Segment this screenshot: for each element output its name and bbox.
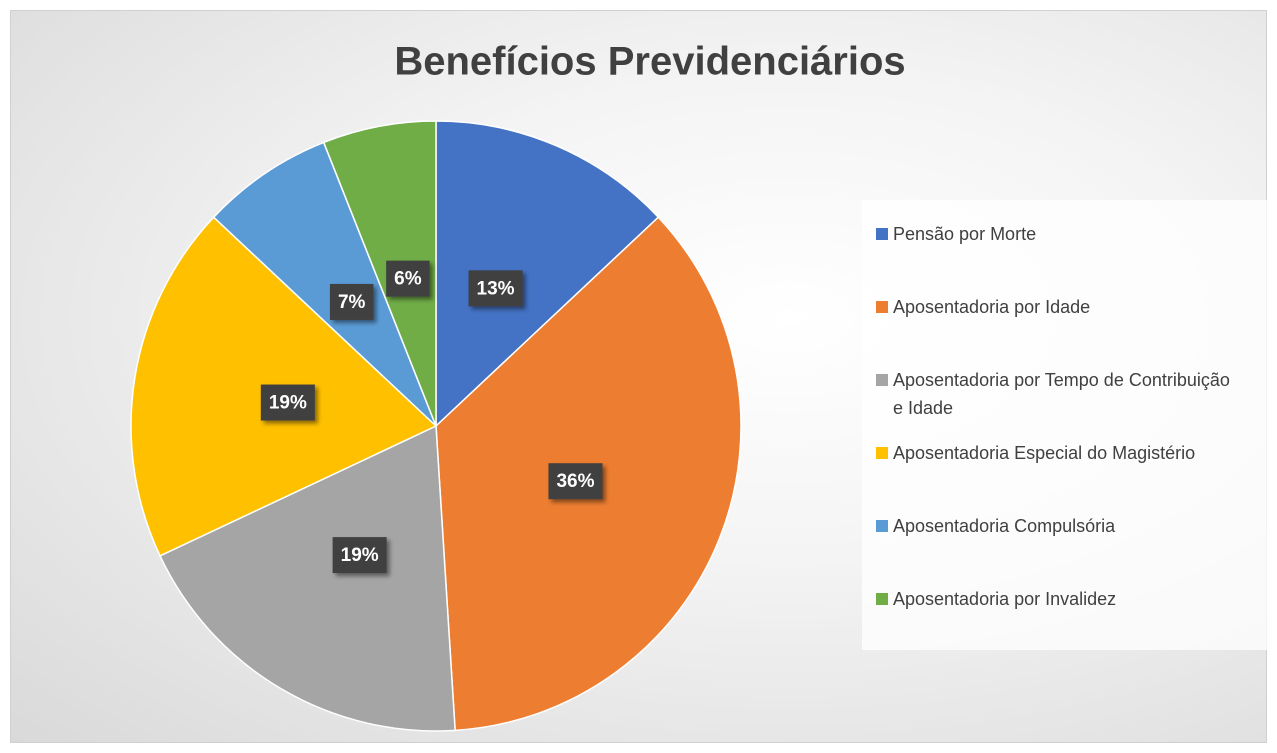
legend-item: Pensão por Morte [876,220,1275,293]
data-label: 36% [548,463,603,500]
data-label-text: 7% [338,292,366,313]
data-label-box [468,270,523,307]
legend-label: Aposentadoria Especial do Magistério [893,443,1196,463]
data-label: 13% [468,270,523,307]
legend-swatch [876,374,888,386]
data-label-box [329,283,374,320]
data-label-box [548,463,603,500]
pie-slice [435,120,660,428]
legend-swatch [876,520,888,532]
data-label-box [332,537,387,574]
data-label: 6% [386,260,430,297]
legend-swatch [876,447,888,459]
data-label: 19% [332,537,387,574]
data-label: 7% [329,283,374,320]
data-label-text: 19% [269,393,307,414]
chart-title: Benefícios Previdenciários [394,40,905,84]
pie-slice [322,120,437,427]
data-label-text: 6% [394,269,422,290]
legend-item: Aposentadoria Compulsória [876,512,1275,585]
data-label-text: 13% [477,278,515,299]
legend-label: Aposentadoria por Tempo de Contribuição … [893,370,1230,418]
legend-item: Aposentadoria Especial do Magistério [876,439,1275,512]
data-label-text: 19% [341,545,379,566]
legend-swatch [876,593,888,605]
legend: Pensão por Morte Aposentadoria por Idade A… [862,200,1275,650]
legend-label: Pensão por Morte [893,224,1037,244]
legend-label: Aposentadoria por Idade [893,297,1091,317]
legend-label: Aposentadoria Compulsória [893,516,1116,536]
legend-item: Aposentadoria por Tempo de Contribuição … [876,366,1275,439]
data-label-box [260,384,315,421]
data-label: 19% [260,384,315,421]
legend-label: Aposentadoria por Invalidez [893,589,1117,609]
legend-item: Aposentadoria por Idade [876,293,1275,366]
legend-swatch [876,301,888,313]
data-label-box [386,260,430,297]
legend-item: Aposentadoria por Invalidez [876,585,1275,658]
pie-slice [159,424,456,732]
pie-slice [212,141,437,427]
data-label-text: 36% [556,471,594,492]
legend-swatch [876,228,888,240]
